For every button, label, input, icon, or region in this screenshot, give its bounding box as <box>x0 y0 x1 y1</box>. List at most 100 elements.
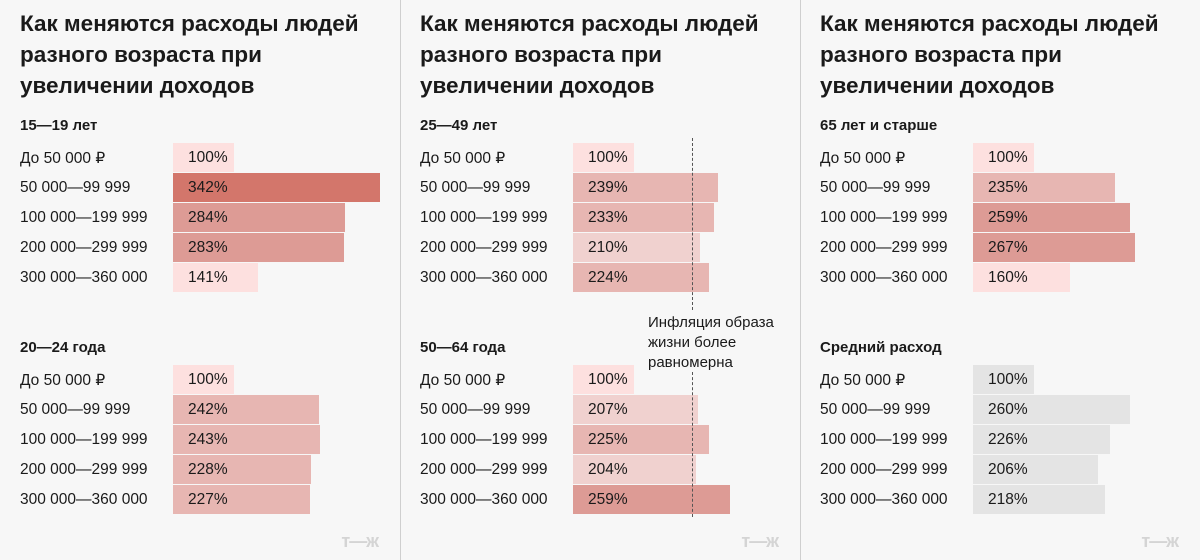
group-heading: 15—19 лет <box>20 117 98 134</box>
bar <box>173 233 345 262</box>
bar <box>573 395 699 424</box>
data-label: 210% <box>588 239 628 256</box>
divider <box>400 0 401 560</box>
data-label: 100% <box>588 149 628 166</box>
bar-row: 50 000—99 999 242% <box>0 395 400 425</box>
bar <box>573 203 714 232</box>
category-label: 300 000—360 000 <box>820 269 948 286</box>
bar-row: 100 000—199 999 225% <box>400 425 800 455</box>
data-label: 160% <box>988 269 1028 286</box>
data-label: 228% <box>188 461 228 478</box>
bar <box>973 485 1105 514</box>
bar-row: 200 000—299 999 267% <box>800 233 1200 263</box>
bar <box>973 233 1135 262</box>
bar <box>573 263 709 292</box>
category-label: До 50 000 ₽ <box>820 150 906 167</box>
chart-panel: Как меняются расходы людей разного возра… <box>400 0 800 560</box>
data-label: 260% <box>988 401 1028 418</box>
bar <box>973 395 1131 424</box>
bar-row: До 50 000 ₽ 100% <box>800 143 1200 173</box>
chart-title: Как меняются расходы людей разного возра… <box>420 11 759 98</box>
bar-row: До 50 000 ₽ 100% <box>0 365 400 395</box>
reference-line <box>692 372 693 517</box>
bar-row: 100 000—199 999 259% <box>800 203 1200 233</box>
bar-row: 200 000—299 999 206% <box>800 455 1200 485</box>
data-label: 239% <box>588 179 628 196</box>
bar <box>573 455 697 484</box>
logo: т—ж <box>341 531 379 551</box>
bar <box>173 365 234 394</box>
data-label: 242% <box>188 401 228 418</box>
data-label: 235% <box>988 179 1028 196</box>
bar-row: 200 000—299 999 283% <box>0 233 400 263</box>
bar-row: 50 000—99 999 260% <box>800 395 1200 425</box>
category-label: 50 000—99 999 <box>820 179 931 196</box>
data-label: 206% <box>988 461 1028 478</box>
category-label: 100 000—199 999 <box>20 209 148 226</box>
category-label: 200 000—299 999 <box>20 239 148 256</box>
category-label: 200 000—299 999 <box>20 461 148 478</box>
bar-row: 300 000—360 000 218% <box>800 485 1200 515</box>
category-label: 50 000—99 999 <box>420 401 531 418</box>
data-label: 243% <box>188 431 228 448</box>
group-heading: 20—24 года <box>20 339 106 356</box>
chart-title: Как меняются расходы людей разного возра… <box>20 11 359 98</box>
category-label: 300 000—360 000 <box>420 491 548 508</box>
data-label: 141% <box>188 269 228 286</box>
category-label: 200 000—299 999 <box>820 239 948 256</box>
data-label: 225% <box>588 431 628 448</box>
data-label: 100% <box>188 371 228 388</box>
bar <box>573 425 710 454</box>
bar <box>173 485 311 514</box>
data-label: 218% <box>988 491 1028 508</box>
logo: т—ж <box>741 531 779 551</box>
bar <box>973 203 1130 232</box>
bar-row: 50 000—99 999 239% <box>400 173 800 203</box>
bar <box>173 455 311 484</box>
reference-line <box>692 138 693 310</box>
category-label: До 50 000 ₽ <box>820 372 906 389</box>
bar <box>973 173 1116 202</box>
data-label: 259% <box>588 491 628 508</box>
data-label: 233% <box>588 209 628 226</box>
category-label: До 50 000 ₽ <box>420 150 506 167</box>
bar <box>573 365 634 394</box>
data-label: 259% <box>988 209 1028 226</box>
bar <box>173 263 259 292</box>
bar <box>173 203 345 232</box>
bar <box>173 395 320 424</box>
bar-row: 100 000—199 999 284% <box>0 203 400 233</box>
category-label: 50 000—99 999 <box>20 179 131 196</box>
bar-row: 100 000—199 999 243% <box>0 425 400 455</box>
bar-row: 200 000—299 999 204% <box>400 455 800 485</box>
divider <box>800 0 801 560</box>
bar <box>973 143 1034 172</box>
category-label: 200 000—299 999 <box>420 461 548 478</box>
group-heading: Средний расход <box>820 339 942 356</box>
bar <box>173 143 234 172</box>
bar <box>973 455 1098 484</box>
category-label: 100 000—199 999 <box>820 431 948 448</box>
bar-row: 200 000—299 999 210% <box>400 233 800 263</box>
bar-row: 300 000—360 000 227% <box>0 485 400 515</box>
data-label: 283% <box>188 239 228 256</box>
data-label: 100% <box>988 149 1028 166</box>
category-label: 300 000—360 000 <box>20 491 148 508</box>
bar <box>573 143 634 172</box>
data-label: 224% <box>588 269 628 286</box>
category-label: 300 000—360 000 <box>420 269 548 286</box>
category-label: До 50 000 ₽ <box>20 372 106 389</box>
category-label: 50 000—99 999 <box>420 179 531 196</box>
bar <box>573 233 701 262</box>
category-label: До 50 000 ₽ <box>420 372 506 389</box>
bar-row: До 50 000 ₽ 100% <box>800 365 1200 395</box>
bar <box>973 425 1110 454</box>
chart-panel: Как меняются расходы людей разного возра… <box>800 0 1200 560</box>
bar-row: До 50 000 ₽ 100% <box>0 143 400 173</box>
group-heading: 25—49 лет <box>420 117 498 134</box>
bar-row: 300 000—360 000 141% <box>0 263 400 293</box>
data-label: 100% <box>188 149 228 166</box>
data-label: 100% <box>988 371 1028 388</box>
data-label: 342% <box>188 179 228 196</box>
data-label: 227% <box>188 491 228 508</box>
